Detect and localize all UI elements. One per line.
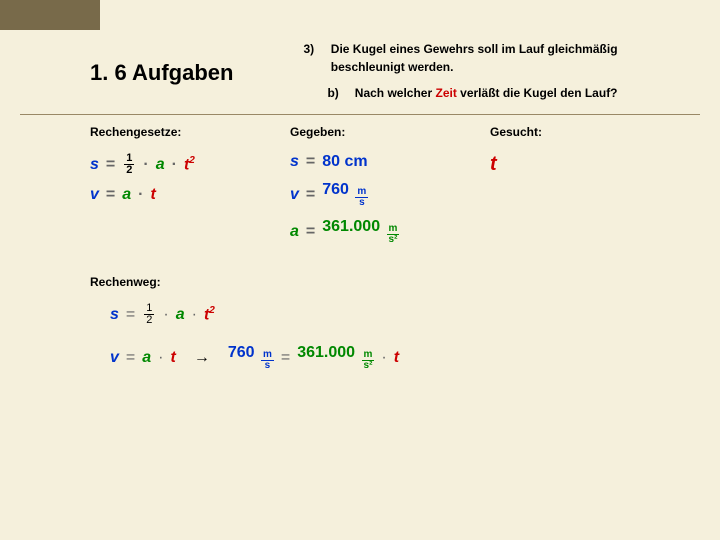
- var-v: v: [290, 186, 299, 204]
- eq-icon: =: [281, 349, 290, 367]
- rechenweg-block: s = 1 2 · a · t2 v = a · t → 760 m s: [110, 303, 700, 371]
- eq-icon: =: [106, 156, 115, 174]
- arrow-icon: →: [194, 349, 210, 367]
- col-gesucht: Gesucht: t: [490, 125, 640, 255]
- problem-block: 3) Die Kugel eines Gewehrs soll im Lauf …: [303, 40, 650, 102]
- eq-icon: =: [126, 306, 135, 324]
- given-v: v = 760 m s: [290, 181, 490, 208]
- formula-v: v = a · t: [90, 186, 290, 204]
- var-a: a: [142, 349, 151, 367]
- eq-icon: =: [106, 186, 115, 204]
- sub-letter: b): [327, 84, 351, 102]
- dot-icon: ·: [192, 306, 197, 324]
- header-row: 1. 6 Aufgaben 3) Die Kugel eines Gewehrs…: [20, 40, 700, 102]
- subproblem-row: b) Nach welcher Zeit verläßt die Kugel d…: [303, 84, 650, 102]
- exp: 2: [189, 155, 195, 166]
- var-t: t2: [204, 305, 215, 324]
- sought-t: t: [490, 153, 640, 176]
- val-s: 80 cm: [322, 153, 367, 171]
- var-v: v: [110, 349, 119, 367]
- val-v: 760 m s: [228, 344, 274, 371]
- columns: Rechengesetze: s = 1 2 · a · t2 v = a · …: [20, 125, 700, 255]
- eq-icon: =: [306, 223, 315, 241]
- given-s: s = 80 cm: [290, 153, 490, 171]
- eq-icon: =: [306, 186, 315, 204]
- divider: [20, 114, 700, 115]
- val-a: 361.000 m s²: [297, 344, 374, 371]
- top-accent-bar: [0, 0, 100, 30]
- sub-suffix: verläßt die Kugel den Lauf?: [457, 86, 618, 100]
- var-v: v: [90, 186, 99, 204]
- half-den: 2: [124, 165, 134, 176]
- unit-fraction: m s²: [387, 224, 400, 245]
- unit-fraction: m s: [261, 350, 274, 371]
- gegeben-header: Gegeben:: [290, 125, 490, 139]
- sub-prefix: Nach welcher: [355, 86, 436, 100]
- unit-fraction: m s²: [362, 350, 375, 371]
- dot-icon: ·: [381, 349, 386, 367]
- sub-text: Nach welcher Zeit verläßt die Kugel den …: [355, 86, 618, 100]
- col-rechengesetze: Rechengesetze: s = 1 2 · a · t2 v = a · …: [90, 125, 290, 255]
- var-t: t: [490, 153, 497, 176]
- rw-line2: v = a · t → 760 m s = 361.000 m s² ·: [110, 344, 700, 371]
- rechenweg-header: Rechenweg:: [90, 275, 700, 289]
- var-s: s: [110, 306, 119, 324]
- var-a: a: [156, 156, 165, 174]
- slide-content: 1. 6 Aufgaben 3) Die Kugel eines Gewehrs…: [0, 40, 720, 381]
- var-t: t: [394, 349, 399, 367]
- val-a: 361.000 m s²: [322, 218, 399, 245]
- var-s: s: [90, 156, 99, 174]
- var-a: a: [122, 186, 131, 204]
- dot-icon: ·: [163, 306, 168, 324]
- dot-icon: ·: [143, 156, 148, 174]
- section-title: 1. 6 Aufgaben: [90, 60, 233, 86]
- col-gegeben: Gegeben: s = 80 cm v = 760 m s a =: [290, 125, 490, 255]
- rw-line1: s = 1 2 · a · t2: [110, 303, 700, 326]
- var-t: t: [170, 349, 175, 367]
- sub-red-word: Zeit: [435, 86, 456, 100]
- unit-fraction: m s: [355, 187, 368, 208]
- given-a: a = 361.000 m s²: [290, 218, 490, 245]
- var-s: s: [290, 153, 299, 171]
- eq-icon: =: [126, 349, 135, 367]
- formula-s: s = 1 2 · a · t2: [90, 153, 290, 176]
- gesucht-header: Gesucht:: [490, 125, 640, 139]
- dot-icon: ·: [172, 156, 177, 174]
- half-fraction: 1 2: [124, 153, 134, 176]
- rechengesetze-header: Rechengesetze:: [90, 125, 290, 139]
- var-a: a: [290, 223, 299, 241]
- half-fraction: 1 2: [144, 303, 154, 326]
- var-t: t: [150, 186, 155, 204]
- problem-number: 3): [303, 40, 327, 58]
- eq-icon: =: [306, 153, 315, 171]
- var-a: a: [176, 306, 185, 324]
- dot-icon: ·: [138, 186, 143, 204]
- val-v: 760 m s: [322, 181, 368, 208]
- var-t: t2: [184, 155, 195, 174]
- dot-icon: ·: [158, 349, 163, 367]
- problem-text: Die Kugel eines Gewehrs soll im Lauf gle…: [331, 40, 651, 76]
